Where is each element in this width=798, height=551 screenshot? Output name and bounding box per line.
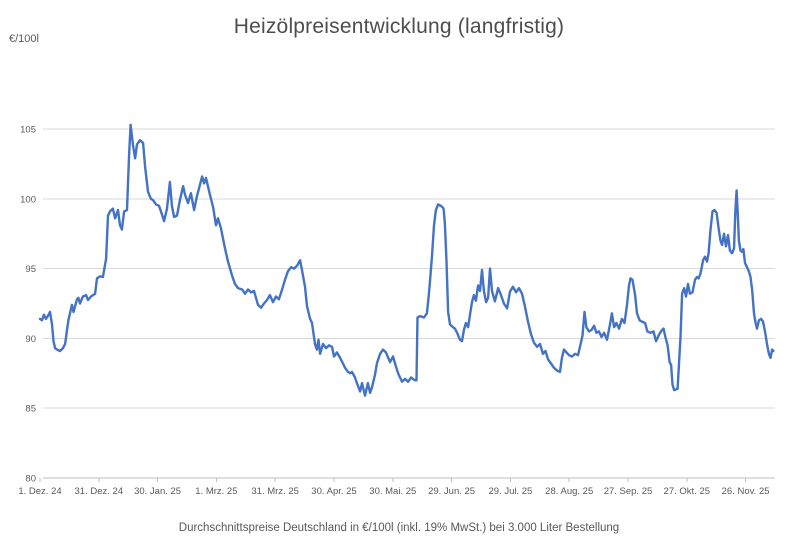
y-axis-tick-label: 95 bbox=[25, 264, 36, 275]
y-axis-tick-label: 100 bbox=[20, 194, 36, 205]
x-axis-tick-label: 29. Jun. 25 bbox=[428, 486, 475, 497]
y-axis-tick-label: 85 bbox=[25, 404, 36, 415]
x-axis-tick-label: 31. Dez. 24 bbox=[75, 486, 124, 497]
y-axis-tick-label: 90 bbox=[25, 334, 36, 345]
x-axis-tick-label: 1. Dez. 24 bbox=[18, 486, 61, 497]
y-axis-unit-label: €/100l bbox=[9, 33, 39, 45]
x-axis-tick-label: 27. Sep. 25 bbox=[604, 486, 653, 497]
x-axis-tick-label: 30. Apr. 25 bbox=[311, 486, 356, 497]
x-axis-tick-label: 28. Aug. 25 bbox=[545, 486, 593, 497]
x-axis-tick-label: 30. Mai. 25 bbox=[369, 486, 416, 497]
y-axis-tick-label: 105 bbox=[20, 125, 36, 136]
chart-title: Heizölpreisentwicklung (langfristig) bbox=[233, 15, 565, 38]
x-axis-tick-label: 29. Jul. 25 bbox=[488, 486, 532, 497]
x-axis-tick-label: 26. Nov. 25 bbox=[722, 486, 770, 497]
x-axis-tick-label: 27. Okt. 25 bbox=[664, 486, 710, 497]
price-line bbox=[38, 123, 775, 397]
x-axis-tick-label: 31. Mrz. 25 bbox=[251, 486, 299, 497]
y-axis-tick-label: 80 bbox=[25, 474, 36, 485]
x-axis-tick-label: 1. Mrz. 25 bbox=[195, 486, 237, 497]
x-axis-tick-label: 30. Jan. 25 bbox=[134, 486, 181, 497]
chart-footer-caption: Durchschnittspreise Deutschland in €/100… bbox=[178, 522, 620, 534]
